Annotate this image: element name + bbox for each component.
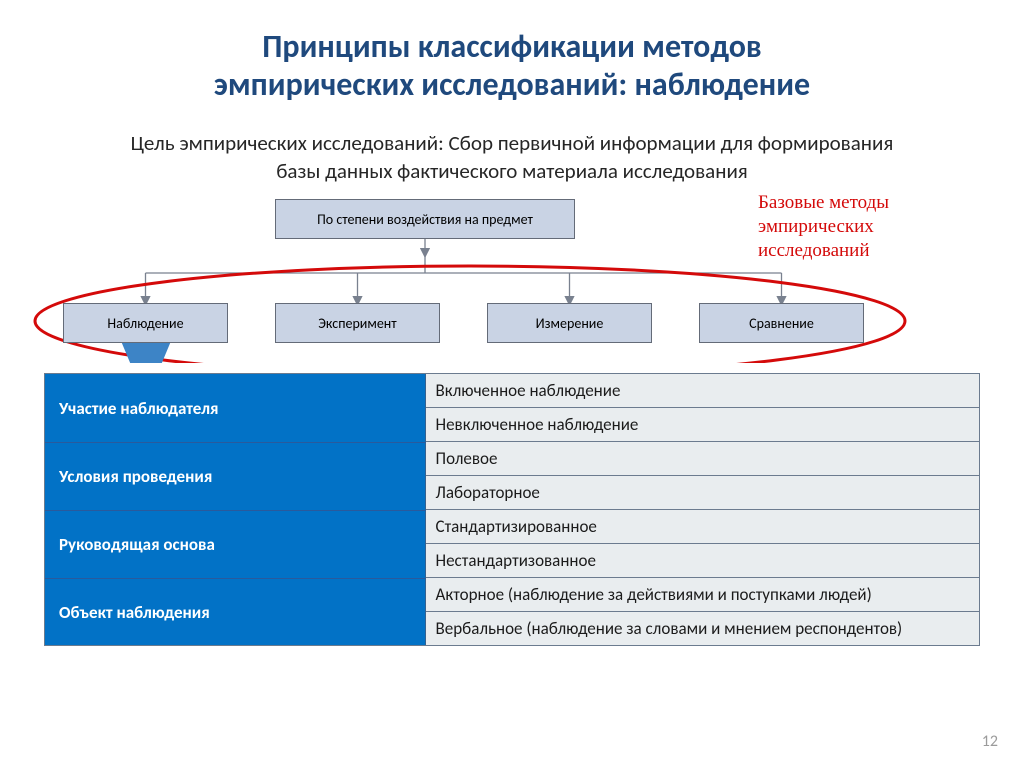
subtitle-line-1: Цель эмпирических исследований: Сбор пер… (131, 130, 894, 156)
red-annotation: Базовые методы эмпирических исследований (758, 191, 889, 262)
method-label-2: Измерение (536, 315, 604, 332)
table-row: Руководящая основаСтандартизированноеНес… (45, 510, 979, 578)
table-row: Условия проведенияПолевоеЛабораторное (45, 442, 979, 510)
slide-title: Принципы классификации методов эмпиричес… (0, 0, 1024, 105)
table-values-cell: Акторное (наблюдение за действиями и пос… (425, 578, 979, 645)
slide-subtitle: Цель эмпирических исследований: Сбор пер… (0, 129, 1024, 186)
table-values-cell: ПолевоеЛабораторное (425, 442, 979, 510)
table-category-cell: Участие наблюдателя (45, 374, 425, 442)
method-label-0: Наблюдение (107, 315, 183, 332)
annotation-line-3: исследований (758, 240, 870, 261)
table-values-cell: Включенное наблюдениеНевключенное наблюд… (425, 374, 979, 442)
method-box-3: Сравнение (699, 303, 864, 343)
method-box-2: Измерение (487, 303, 652, 343)
method-box-1: Эксперимент (275, 303, 440, 343)
table-value: Стандартизированное (426, 510, 980, 544)
table-value: Включенное наблюдение (426, 374, 980, 408)
annotation-line-2: эмпирических (758, 216, 874, 237)
top-category-box: По степени воздействия на предмет (275, 199, 575, 239)
subtitle-line-2: базы данных фактического материала иссле… (276, 158, 748, 184)
title-line-2: эмпирических исследований: наблюдение (0, 66, 1024, 104)
table-values-cell: СтандартизированноеНестандартизованное (425, 510, 979, 578)
table-row: Участие наблюдателяВключенное наблюдение… (45, 374, 979, 442)
top-category-label: По степени воздействия на предмет (317, 211, 533, 228)
table-value: Вербальное (наблюдение за словами и мнен… (426, 612, 980, 645)
table-value: Нестандартизованное (426, 544, 980, 578)
table-value: Невключенное наблюдение (426, 408, 980, 442)
table-value: Акторное (наблюдение за действиями и пос… (426, 578, 980, 612)
table-row: Объект наблюденияАкторное (наблюдение за… (45, 578, 979, 645)
annotation-line-1: Базовые методы (758, 192, 889, 213)
classification-table: Участие наблюдателяВключенное наблюдение… (44, 373, 980, 646)
table-category-cell: Руководящая основа (45, 510, 425, 578)
table-category-cell: Объект наблюдения (45, 578, 425, 645)
title-line-1: Принципы классификации методов (0, 28, 1024, 66)
table-value: Полевое (426, 442, 980, 476)
table-value: Лабораторное (426, 476, 980, 510)
hierarchy-diagram: По степени воздействия на предмет Наблюд… (0, 193, 1024, 363)
method-label-3: Сравнение (749, 315, 814, 332)
table-category-cell: Условия проведения (45, 442, 425, 510)
page-number: 12 (982, 732, 998, 751)
method-label-1: Эксперимент (318, 315, 396, 332)
method-box-0: Наблюдение (63, 303, 228, 343)
